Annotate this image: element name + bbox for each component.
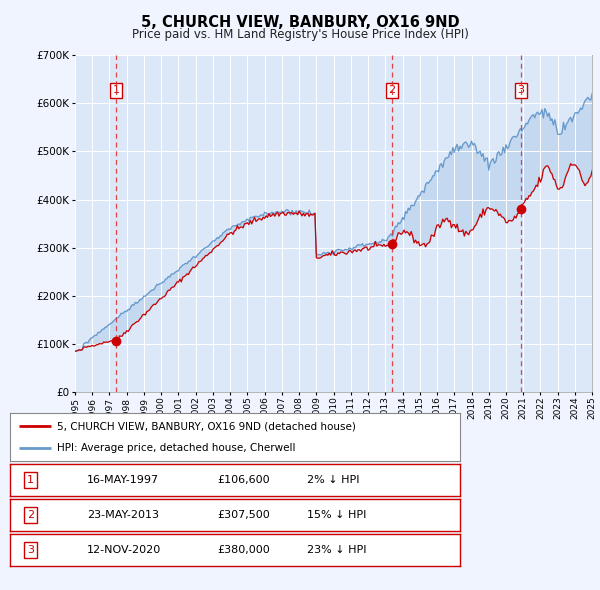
Text: £380,000: £380,000 [217,545,270,555]
Text: HPI: Average price, detached house, Cherwell: HPI: Average price, detached house, Cher… [58,443,296,453]
Text: 16-MAY-1997: 16-MAY-1997 [87,476,159,485]
Text: £106,600: £106,600 [217,476,270,485]
Text: 1: 1 [27,476,34,485]
Text: 2: 2 [27,510,34,520]
Text: 3: 3 [27,545,34,555]
Text: 23% ↓ HPI: 23% ↓ HPI [307,545,367,555]
Text: 2% ↓ HPI: 2% ↓ HPI [307,476,360,485]
Text: £307,500: £307,500 [217,510,270,520]
Text: 1: 1 [113,86,119,96]
Text: Price paid vs. HM Land Registry's House Price Index (HPI): Price paid vs. HM Land Registry's House … [131,28,469,41]
Text: 5, CHURCH VIEW, BANBURY, OX16 9ND: 5, CHURCH VIEW, BANBURY, OX16 9ND [140,15,460,30]
Text: 23-MAY-2013: 23-MAY-2013 [87,510,158,520]
Text: 15% ↓ HPI: 15% ↓ HPI [307,510,367,520]
Text: 5, CHURCH VIEW, BANBURY, OX16 9ND (detached house): 5, CHURCH VIEW, BANBURY, OX16 9ND (detac… [58,421,356,431]
Text: 12-NOV-2020: 12-NOV-2020 [87,545,161,555]
Text: 3: 3 [517,86,524,96]
Text: 2: 2 [388,86,395,96]
